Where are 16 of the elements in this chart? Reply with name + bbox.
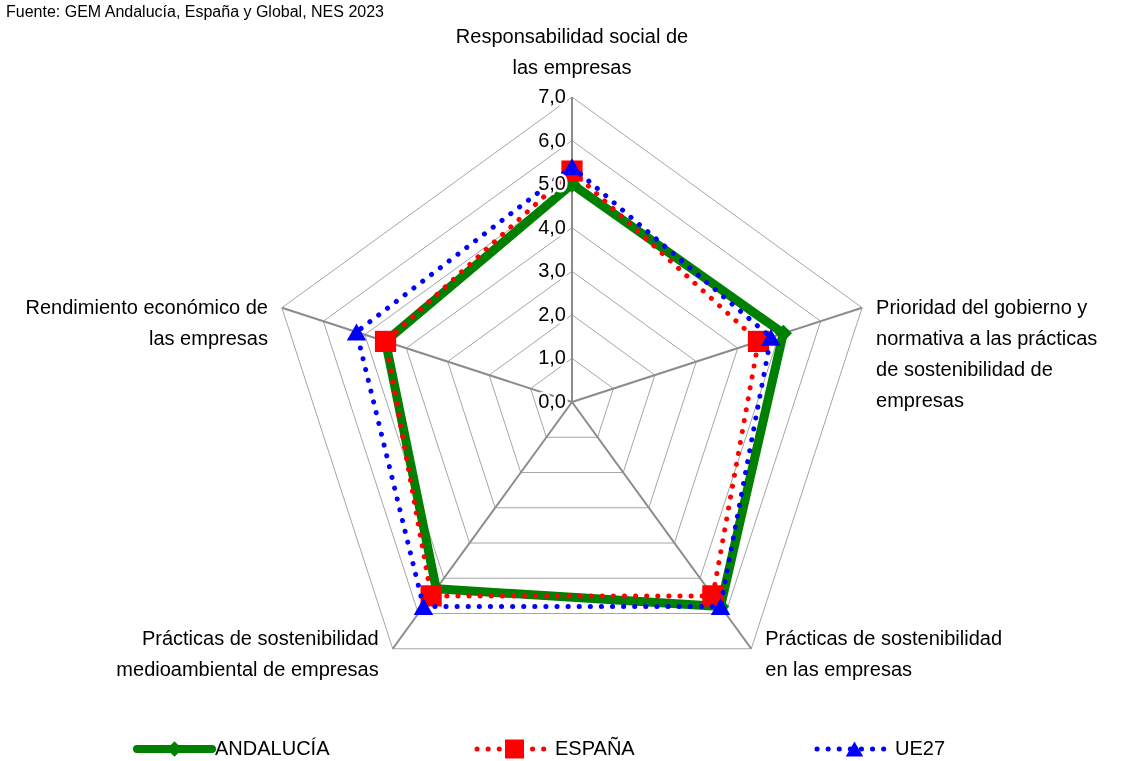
source-note: Fuente: GEM Andalucía, España y Global, NES 2023 (6, 3, 385, 20)
y-tick-label: 4,0 (538, 215, 566, 238)
y-tick-label: 2,0 (538, 302, 566, 325)
y-tick-label: 1,0 (538, 346, 566, 369)
spoke-label: Responsabilidad social de las empresas (455, 25, 689, 78)
spoke-label: Prioridad del gobierno y normativa a las prácticas de sostenibilidad de empresas (876, 295, 1098, 411)
y-tick-label: 6,0 (538, 128, 566, 151)
spoke-label: Rendimiento económico de las empresas (25, 295, 268, 349)
y-tick-label: 3,0 (538, 259, 566, 282)
y-tick-label: 7,0 (538, 85, 566, 107)
spoke-label: Prácticas de sostenibilidad en las empresas (765, 626, 1003, 680)
y-tick-label: 0,0 (538, 390, 566, 412)
spoke-label: Prácticas de sostenibilidad medioambiental de empresas (116, 626, 379, 680)
legend-label: ESPAÑA (555, 736, 636, 759)
legend-label: UE27 (895, 737, 946, 759)
legend-label: ANDALUCÍA (215, 737, 331, 759)
